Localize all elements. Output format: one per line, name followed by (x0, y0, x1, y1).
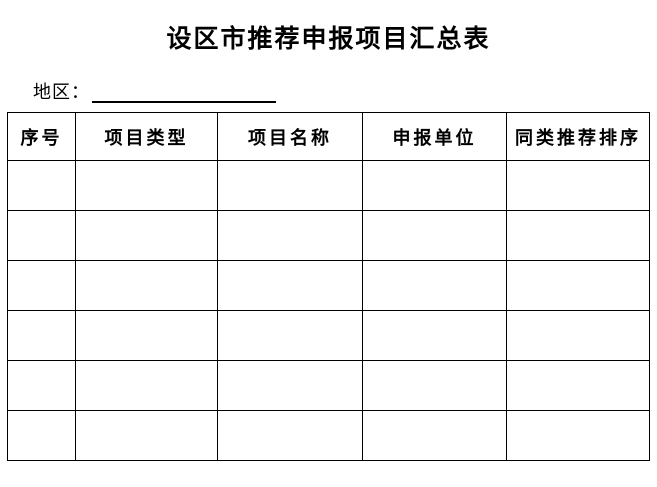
cell-applicant-unit[interactable] (362, 160, 507, 211)
cell-serial-number[interactable] (7, 410, 76, 461)
cell-project-name[interactable] (217, 410, 363, 461)
cell-project-name[interactable] (217, 360, 363, 411)
table-row (7, 210, 650, 261)
cell-project-name[interactable] (217, 260, 363, 311)
col-header-serial-number: 序号 (7, 112, 76, 161)
table-row (7, 260, 650, 311)
cell-serial-number[interactable] (7, 210, 76, 261)
cell-project-name[interactable] (217, 210, 363, 261)
table-row (7, 160, 650, 211)
projects-summary-table: 序号 项目类型 项目名称 申报单位 同类推荐排序 (7, 112, 650, 461)
cell-category-ranking[interactable] (506, 210, 650, 261)
cell-applicant-unit[interactable] (362, 360, 507, 411)
region-label: 地区： (33, 82, 90, 102)
cell-project-type[interactable] (75, 410, 218, 461)
cell-serial-number[interactable] (7, 160, 76, 211)
cell-project-type[interactable] (75, 360, 218, 411)
cell-project-name[interactable] (217, 310, 363, 361)
cell-applicant-unit[interactable] (362, 210, 507, 261)
cell-category-ranking[interactable] (506, 310, 650, 361)
col-header-category-ranking: 同类推荐排序 (506, 112, 650, 161)
cell-serial-number[interactable] (7, 310, 76, 361)
cell-category-ranking[interactable] (506, 360, 650, 411)
cell-applicant-unit[interactable] (362, 310, 507, 361)
region-input-blank[interactable] (92, 82, 276, 103)
cell-applicant-unit[interactable] (362, 260, 507, 311)
table-row (7, 410, 650, 461)
cell-serial-number[interactable] (7, 260, 76, 311)
table-row (7, 310, 650, 361)
col-header-project-name: 项目名称 (217, 112, 363, 161)
cell-project-type[interactable] (75, 310, 218, 361)
cell-category-ranking[interactable] (506, 160, 650, 211)
cell-category-ranking[interactable] (506, 260, 650, 311)
page-title: 设区市推荐申报项目汇总表 (166, 25, 491, 53)
col-header-project-type: 项目类型 (75, 112, 218, 161)
cell-project-type[interactable] (75, 260, 218, 311)
cell-project-name[interactable] (217, 160, 363, 211)
cell-category-ranking[interactable] (506, 410, 650, 461)
region-field: 地区： (33, 81, 276, 103)
cell-project-type[interactable] (75, 210, 218, 261)
table-row (7, 360, 650, 411)
col-header-applicant-unit: 申报单位 (362, 112, 507, 161)
header-row: 序号 项目类型 项目名称 申报单位 同类推荐排序 (7, 112, 650, 161)
cell-applicant-unit[interactable] (362, 410, 507, 461)
cell-project-type[interactable] (75, 160, 218, 211)
cell-serial-number[interactable] (7, 360, 76, 411)
